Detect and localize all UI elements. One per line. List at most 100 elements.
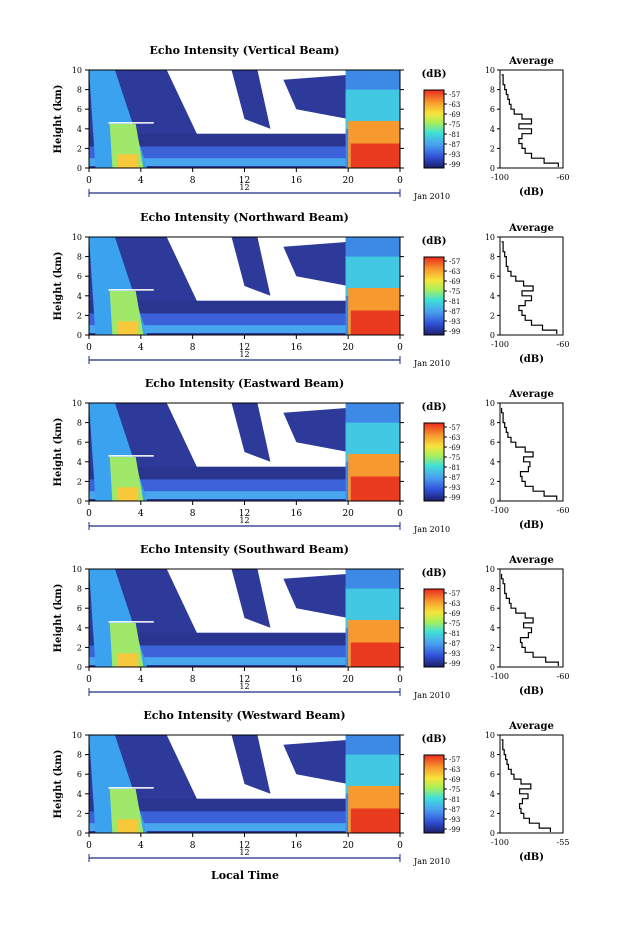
- y-axis-label: Height (km): [53, 252, 64, 321]
- average-title: Average: [508, 721, 554, 732]
- panel-3: Echo Intensity (Eastward Beam) 0 2 4 6 8 10 Hei…: [53, 377, 569, 534]
- x-tick-label: 0: [397, 343, 403, 353]
- average-x-label: (dB): [519, 852, 544, 863]
- y-tick-label: 10: [72, 731, 82, 740]
- average-y-tick-label: 4: [490, 790, 495, 799]
- panel-5: Echo Intensity (Westward Beam) 0 2 4 6 8 10 Hei…: [53, 709, 569, 866]
- y-tick-label: 8: [77, 585, 82, 594]
- average-x-label: (dB): [519, 520, 544, 531]
- echo-heatmap: [89, 403, 400, 501]
- colorbar-tick-label: -81: [449, 464, 460, 472]
- x-tick-label: 16: [291, 176, 303, 186]
- x-tick-label: 20: [342, 343, 354, 353]
- date-label: Jan 2010: [413, 192, 450, 201]
- y-tick-label: 4: [77, 292, 82, 301]
- average-y-tick-label: 6: [490, 770, 495, 779]
- colorbar-tick-label: -93: [449, 816, 460, 824]
- x-tick-label: 16: [291, 841, 303, 851]
- colorbar-tick-label: -63: [449, 101, 460, 109]
- average-x-label: (dB): [519, 686, 544, 697]
- average-y-tick-label: 6: [490, 272, 495, 281]
- average-x-tick-label: -60: [557, 173, 570, 182]
- colorbar-tick-label: -57: [449, 91, 460, 99]
- average-profile-line: [501, 739, 551, 832]
- y-tick-label: 6: [77, 604, 82, 613]
- panel-4: Echo Intensity (Southward Beam) 0 2 4 6 8 10 He…: [53, 543, 569, 700]
- x-tick-label: 8: [190, 841, 196, 851]
- average-y-tick-label: 0: [490, 164, 495, 173]
- y-tick-label: 10: [72, 565, 82, 574]
- panel-1: Echo Intensity (Vertical Beam) 0 2 4 6 8 10 Hei…: [53, 44, 569, 201]
- average-frame: [499, 236, 564, 336]
- y-axis-label: Height (km): [53, 750, 64, 819]
- y-tick-label: 8: [77, 86, 82, 95]
- surface-layer: [89, 325, 349, 334]
- date-label: Jan 2010: [413, 359, 450, 368]
- y-tick-label: 4: [77, 125, 82, 134]
- y-tick-label: 4: [77, 624, 82, 633]
- average-y-tick-label: 2: [490, 643, 495, 652]
- colorbar-tick-label: -81: [449, 131, 460, 139]
- average-x-tick-label: -60: [557, 506, 570, 515]
- colorbar-tick-label: -57: [449, 756, 460, 764]
- colorbar-tick-label: -75: [449, 620, 460, 628]
- average-y-tick-label: 10: [485, 399, 495, 408]
- date-label: Jan 2010: [413, 857, 450, 866]
- cloud-layer-mid: [231, 403, 271, 462]
- average-y-tick-label: 8: [490, 751, 495, 760]
- average-x-label: (dB): [519, 354, 544, 365]
- echo-heatmap: [89, 70, 400, 168]
- y-tick-label: 10: [72, 233, 82, 242]
- precip-late-peak: [350, 310, 400, 335]
- panel-title: Echo Intensity (Westward Beam): [143, 709, 345, 722]
- surface-layer: [89, 158, 349, 167]
- average-title: Average: [508, 555, 554, 566]
- average-x-tick-label: -100: [491, 173, 509, 182]
- average-y-tick-label: 10: [485, 731, 495, 740]
- x-tick-label: 16: [291, 509, 303, 519]
- average-y-tick-label: 2: [490, 311, 495, 320]
- average-y-tick-label: 0: [490, 663, 495, 672]
- y-tick-label: 8: [77, 253, 82, 262]
- precip-core-hot: [117, 819, 139, 833]
- y-tick-label: 0: [77, 497, 82, 506]
- y-tick-label: 2: [77, 809, 82, 818]
- figure-xlabel: Local Time: [211, 869, 279, 882]
- average-x-tick-label: -100: [491, 672, 509, 681]
- panel-title: Echo Intensity (Vertical Beam): [149, 44, 339, 57]
- x-tick-label: 20: [342, 509, 354, 519]
- average-profile-line: [501, 241, 558, 334]
- average-title: Average: [508, 389, 554, 400]
- average-y-tick-label: 10: [485, 565, 495, 574]
- day-label: 12: [239, 848, 249, 857]
- x-tick-label: 8: [190, 176, 196, 186]
- colorbar: [423, 422, 445, 502]
- colorbar-tick-label: -63: [449, 600, 460, 608]
- average-y-tick-label: 8: [490, 86, 495, 95]
- surface-layer: [89, 491, 349, 500]
- precip-core-hot: [117, 653, 139, 667]
- surface-layer: [89, 823, 349, 832]
- x-tick-label: 16: [291, 343, 303, 353]
- colorbar-tick-label: -57: [449, 424, 460, 432]
- x-tick-label: 0: [397, 675, 403, 685]
- y-tick-label: 2: [77, 643, 82, 652]
- colorbar-tick-label: -63: [449, 268, 460, 276]
- y-tick-label: 10: [72, 399, 82, 408]
- average-frame: [499, 402, 564, 502]
- boundary-layer-inner: [89, 146, 349, 161]
- average-x-label: (dB): [519, 187, 544, 198]
- y-axis-label: Height (km): [53, 584, 64, 653]
- colorbar-tick-label: -57: [449, 590, 460, 598]
- average-y-tick-label: 10: [485, 233, 495, 242]
- average-y-tick-label: 2: [490, 477, 495, 486]
- colorbar-tick-label: -99: [449, 161, 460, 169]
- average-x-tick-label: -100: [491, 340, 509, 349]
- x-tick-label: 4: [138, 509, 144, 519]
- colorbar-tick-label: -87: [449, 308, 460, 316]
- y-tick-label: 8: [77, 751, 82, 760]
- y-tick-label: 8: [77, 419, 82, 428]
- colorbar-tick-label: -63: [449, 766, 460, 774]
- colorbar-tick-label: -75: [449, 121, 460, 129]
- x-tick-label: 20: [342, 675, 354, 685]
